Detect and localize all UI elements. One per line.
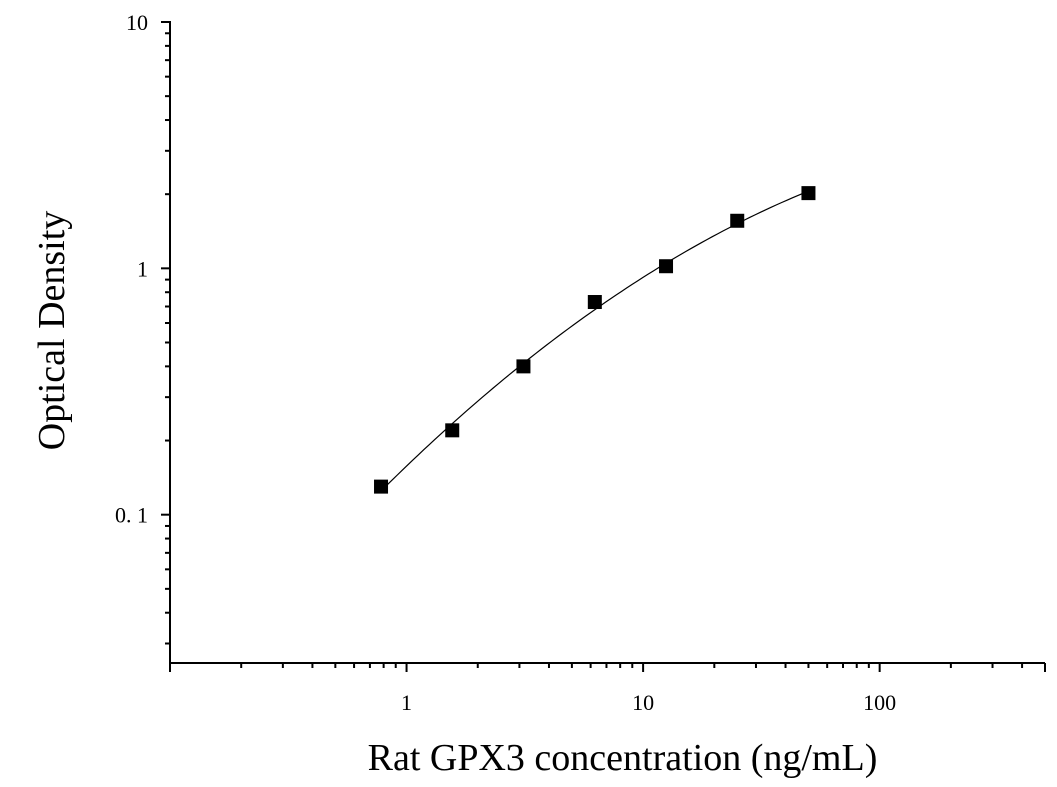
y-tick-label: 1 [137,256,148,281]
x-tick-label: 10 [632,690,654,715]
plot-area [374,186,816,494]
data-point [516,359,531,374]
x-axis-title: Rat GPX3 concentration (ng/mL) [368,737,878,779]
x-tick-label: 1 [401,690,412,715]
data-point [587,295,602,310]
data-point [445,423,460,438]
data-point [801,186,816,201]
x-tick-label: 100 [863,690,896,715]
data-point [659,259,674,274]
x-axis-ticks: 1 10 100 [169,663,1046,715]
y-tick-label: 0. 1 [115,503,148,528]
y-tick-label: 10 [126,10,148,35]
data-point [374,479,389,494]
data-point [730,213,745,228]
fit-curve [380,190,809,492]
y-axis-ticks: 0. 1 1 10 [115,10,170,645]
y-axis-title: Optical Density [31,211,73,451]
